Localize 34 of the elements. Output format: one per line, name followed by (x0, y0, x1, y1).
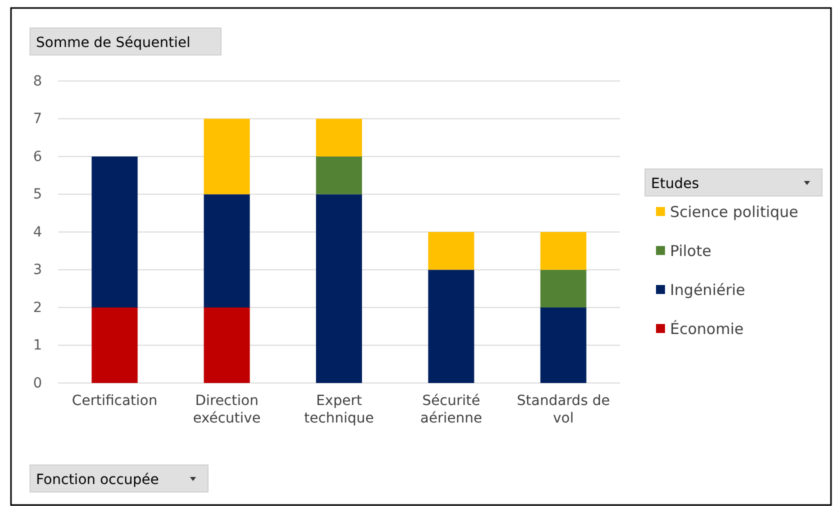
bar (204, 194, 250, 308)
x-tick-label: Certification (72, 392, 158, 409)
legend-label: Pilote (670, 242, 712, 260)
x-tick-label: Sécurité aérienne (420, 392, 482, 426)
bar (428, 270, 474, 383)
legend-label: Ingéniérie (670, 281, 746, 299)
bar (540, 308, 586, 383)
bar (204, 118, 250, 194)
x-axis-title: Fonction occupée (36, 472, 159, 488)
legend-label: Science politique (670, 203, 798, 221)
y-tick-label: 1 (33, 338, 42, 354)
legend-label: Économie (670, 320, 744, 338)
y-tick-label: 3 (33, 262, 42, 278)
bar (204, 308, 250, 383)
legend-title: Etudes (651, 176, 700, 192)
bar (316, 194, 362, 383)
x-tick-label: Direction exécutive (192, 392, 261, 426)
y-tick-label: 8 (33, 73, 42, 90)
y-tick-label: 6 (33, 148, 42, 165)
y-tick-label: 5 (33, 186, 42, 203)
bar (92, 156, 138, 308)
bar (92, 308, 138, 383)
chart-title: Somme de Séquentiel (36, 35, 190, 51)
bar (428, 232, 474, 270)
y-tick-label: 7 (33, 111, 42, 128)
bar (540, 270, 586, 308)
bar (540, 232, 586, 270)
bar (316, 118, 362, 156)
x-tick-label: Expert technique (304, 392, 374, 426)
y-tick-label: 4 (33, 224, 42, 240)
bar (316, 156, 362, 194)
x-tick-label: Standards de vol (516, 392, 610, 426)
y-tick-label: 0 (33, 375, 42, 392)
y-tick-label: 2 (33, 300, 42, 316)
